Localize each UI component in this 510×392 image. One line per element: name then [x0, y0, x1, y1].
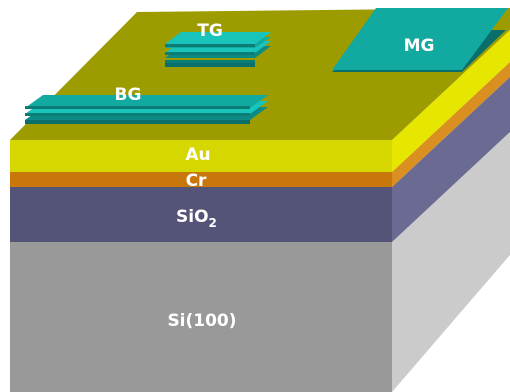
mg-label: MG	[404, 36, 435, 56]
sio2-side-face	[392, 77, 510, 242]
cr-side-face	[392, 62, 510, 187]
sio2-label-main: SiO	[176, 207, 209, 227]
au-layer	[10, 30, 510, 172]
sio2-label: SiO2	[176, 207, 217, 230]
si-label: Si(100)	[167, 311, 236, 331]
sio2-layer	[10, 77, 510, 242]
au-front-face	[10, 140, 392, 172]
tg-label: TG	[197, 21, 223, 41]
tg-flake	[165, 32, 271, 67]
cr-front-face	[10, 172, 392, 187]
au-label: Au	[185, 145, 210, 165]
mg-flake	[332, 8, 508, 72]
cr-layer	[10, 62, 510, 187]
si-front-face	[10, 242, 392, 392]
bg-label: BG	[115, 85, 142, 105]
si-side-face	[392, 132, 510, 392]
au-side-face	[392, 30, 510, 172]
si-layer	[10, 132, 510, 392]
bg-flake	[25, 95, 268, 124]
sio2-front-face	[10, 187, 392, 242]
cr-label: Cr	[186, 171, 207, 191]
sio2-label-subscript: 2	[209, 216, 217, 230]
